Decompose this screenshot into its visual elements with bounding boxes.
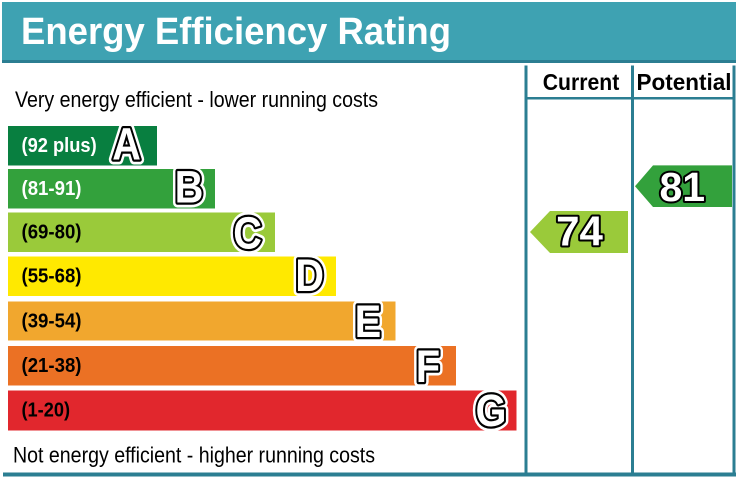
- svg-text:F: F: [416, 342, 440, 392]
- svg-text:74: 74: [556, 208, 603, 255]
- svg-text:(55-68): (55-68): [22, 265, 82, 288]
- svg-text:F: F: [416, 342, 440, 392]
- svg-text:Energy Efficiency Rating: Energy Efficiency Rating: [21, 11, 451, 53]
- svg-text:B: B: [175, 162, 204, 212]
- svg-text:(21-38): (21-38): [22, 354, 82, 377]
- svg-text:(92 plus): (92 plus): [22, 134, 97, 157]
- svg-text:G: G: [476, 386, 507, 436]
- svg-text:(1-20): (1-20): [22, 399, 71, 422]
- svg-text:Not energy efficient - higher: Not energy efficient - higher running co…: [13, 443, 375, 468]
- svg-text:D: D: [295, 251, 324, 301]
- svg-text:E: E: [355, 297, 381, 347]
- svg-text:C: C: [233, 208, 262, 258]
- svg-text:(81-91): (81-91): [22, 177, 82, 200]
- svg-text:E: E: [355, 297, 381, 347]
- svg-text:(39-54): (39-54): [22, 310, 82, 333]
- svg-text:A: A: [112, 119, 141, 169]
- svg-text:B: B: [175, 162, 204, 212]
- svg-text:81: 81: [659, 164, 705, 210]
- svg-text:Very energy efficient - lower: Very energy efficient - lower running co…: [15, 87, 378, 112]
- svg-text:Potential: Potential: [637, 69, 732, 95]
- svg-text:D: D: [295, 251, 324, 301]
- svg-text:A: A: [112, 119, 141, 169]
- svg-text:C: C: [233, 208, 262, 258]
- svg-text:Current: Current: [543, 69, 620, 95]
- svg-text:G: G: [476, 386, 507, 436]
- svg-text:(69-80): (69-80): [22, 221, 82, 244]
